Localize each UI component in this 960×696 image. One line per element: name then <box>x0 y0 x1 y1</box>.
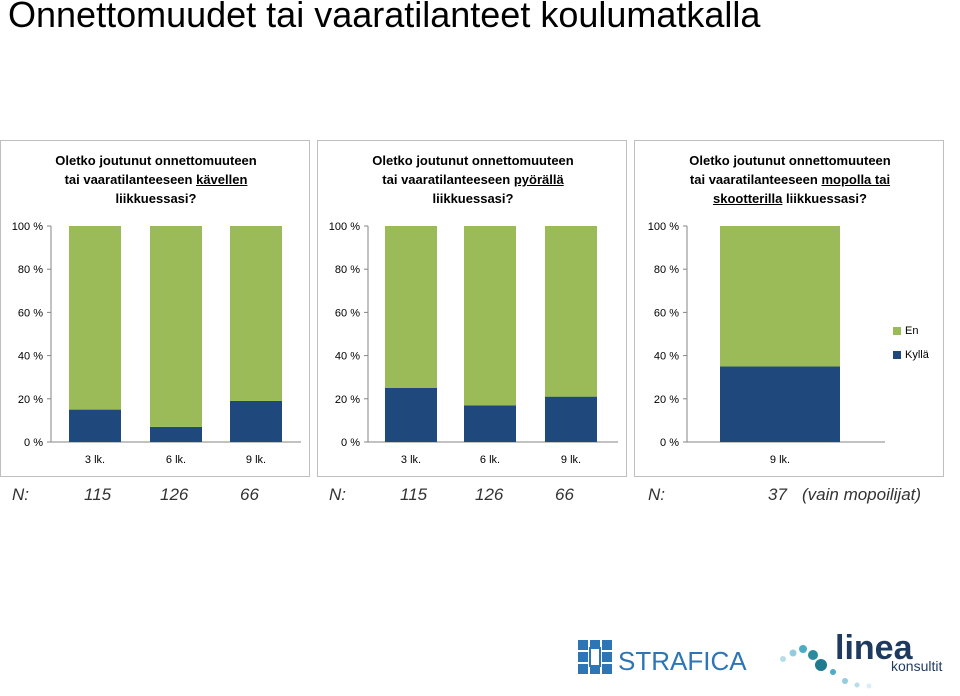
chart-title-line: skootterilla liikkuessasi? <box>655 189 925 208</box>
chart-svg: 0 % 20 % 40 % 60 % 80 % 100 % 9 lk. <box>648 221 885 466</box>
chart-title: Oletko joutunut onnettomuuteen tai vaarat… <box>21 151 291 208</box>
n-value: 115 <box>84 485 112 504</box>
chart-legend: En Kyllä <box>893 319 929 367</box>
bar-en-2 <box>545 226 597 397</box>
chart-title: Oletko joutunut onnettomuuteen tai vaarat… <box>655 151 925 208</box>
legend-swatch-kylla <box>893 351 901 359</box>
y-tick-label: 60 % <box>18 307 43 319</box>
chart-svg: 0 % 20 % 40 % 60 % 80 % 100 % 3 lk. 6 lk. 9 lk. <box>329 221 618 466</box>
x-tick-label: 6 lk. <box>480 454 500 466</box>
x-tick-label: 9 lk. <box>561 454 581 466</box>
y-tick-label: 40 % <box>18 351 43 363</box>
bar-kylla-1 <box>464 405 516 442</box>
title-text: Oletko joutunut onnettomuuteen <box>689 153 891 168</box>
title-text: tai vaaratilanteeseen <box>382 172 514 187</box>
chart-title-line: Oletko joutunut onnettomuuteen <box>655 151 925 170</box>
y-tick-label: 100 % <box>12 221 43 233</box>
y-tick-label: 60 % <box>335 307 360 319</box>
slide-title: Onnettomuudet tai vaaratilanteet kouluma… <box>8 0 761 35</box>
bar-kylla-1 <box>150 426 202 442</box>
linea-logo: linea konsultit <box>775 625 960 696</box>
chart-panel-walking: Oletko joutunut onnettomuuteen tai vaarat… <box>0 140 310 477</box>
y-tick-label: 0 % <box>660 437 679 449</box>
legend-label: Kyllä <box>905 349 929 361</box>
bar-en-0 <box>385 226 437 388</box>
x-tick-label: 9 lk. <box>246 454 266 466</box>
y-tick-label: 40 % <box>654 351 679 363</box>
y-tick-label: 100 % <box>648 221 679 233</box>
title-underlined-text: kävellen <box>196 172 248 187</box>
bar-en-1 <box>150 226 202 427</box>
n-value: 126 <box>160 485 189 504</box>
svg-text:STRAFICA: STRAFICA <box>618 646 747 676</box>
title-underlined-text: pyörällä <box>513 172 564 187</box>
y-tick-label: 100 % <box>329 221 360 233</box>
bar-en-0 <box>720 226 840 367</box>
bar-kylla-2 <box>230 400 282 442</box>
legend-item-en: En <box>893 319 929 343</box>
bar-kylla-2 <box>545 396 597 442</box>
y-tick-label: 80 % <box>654 264 679 276</box>
title-text: liikkuessasi? <box>432 191 514 206</box>
n-label: N: <box>329 485 346 504</box>
legend-label: En <box>905 325 919 337</box>
n-label: N: <box>648 485 665 504</box>
title-text: tai vaaratilanteeseen <box>689 172 822 187</box>
title-text: liikkuessasi? <box>782 191 867 206</box>
y-tick-label: 80 % <box>18 264 43 276</box>
title-text: Oletko joutunut onnettomuuteen <box>372 153 574 168</box>
n-value: 66 <box>240 485 259 504</box>
n-value: 126 <box>475 485 504 504</box>
bar-en-2 <box>230 226 282 401</box>
chart-panel-bicycle: Oletko joutunut onnettomuuteen tai vaarat… <box>317 140 627 477</box>
chart-title-line: Oletko joutunut onnettomuuteen <box>21 151 291 170</box>
chart-title-line: liikkuessasi? <box>21 189 291 208</box>
y-tick-label: 0 % <box>341 437 360 449</box>
title-text: tai vaaratilanteeseen <box>64 172 197 187</box>
n-value: 37 <box>768 485 787 504</box>
bar-kylla-0 <box>69 409 121 442</box>
y-tick-label: 20 % <box>654 394 679 406</box>
chart-title-line: tai vaaratilanteeseen mopolla tai <box>655 170 925 189</box>
legend-swatch-en <box>893 327 901 335</box>
strafica-logo: STRAFICA <box>578 640 748 685</box>
x-tick-label: 3 lk. <box>401 454 421 466</box>
bar-kylla-0 <box>385 388 437 442</box>
n-note: (vain mopoilijat) <box>802 485 922 504</box>
title-underlined-text: mopolla tai <box>821 172 891 187</box>
chart-title: Oletko joutunut onnettomuuteen tai vaarat… <box>338 151 608 208</box>
x-tick-label: 9 lk. <box>770 454 790 466</box>
title-underlined-text: skootterilla <box>713 191 783 206</box>
title-text: liikkuessasi? <box>115 191 197 206</box>
chart-title-line: tai vaaratilanteeseen kävellen <box>21 170 291 189</box>
y-tick-label: 20 % <box>335 394 360 406</box>
title-text: Oletko joutunut onnettomuuteen <box>55 153 257 168</box>
bar-en-0 <box>69 226 121 410</box>
y-tick-label: 40 % <box>335 351 360 363</box>
chart-svg: 0 % 20 % 40 % 60 % 80 % 100 % 3 lk. 6 lk. 9 lk. <box>12 221 301 466</box>
n-value: 66 <box>555 485 574 504</box>
svg-text:konsultit: konsultit <box>891 658 942 674</box>
y-tick-label: 20 % <box>18 394 43 406</box>
chart-title-line: tai vaaratilanteeseen pyörällä <box>338 170 608 189</box>
bar-kylla-0 <box>720 366 840 442</box>
y-tick-label: 60 % <box>654 307 679 319</box>
svg-text:linea: linea <box>835 629 914 667</box>
chart-title-line: Oletko joutunut onnettomuuteen <box>338 151 608 170</box>
chart-title-line: liikkuessasi? <box>338 189 608 208</box>
legend-item-kylla: Kyllä <box>893 343 929 367</box>
n-value: 115 <box>400 485 428 504</box>
y-tick-label: 0 % <box>24 437 43 449</box>
x-tick-label: 3 lk. <box>85 454 105 466</box>
chart-panel-moped: Oletko joutunut onnettomuuteen tai vaarat… <box>634 140 944 477</box>
n-label: N: <box>12 485 29 504</box>
bar-en-1 <box>464 226 516 406</box>
x-tick-label: 6 lk. <box>166 454 186 466</box>
y-tick-label: 80 % <box>335 264 360 276</box>
